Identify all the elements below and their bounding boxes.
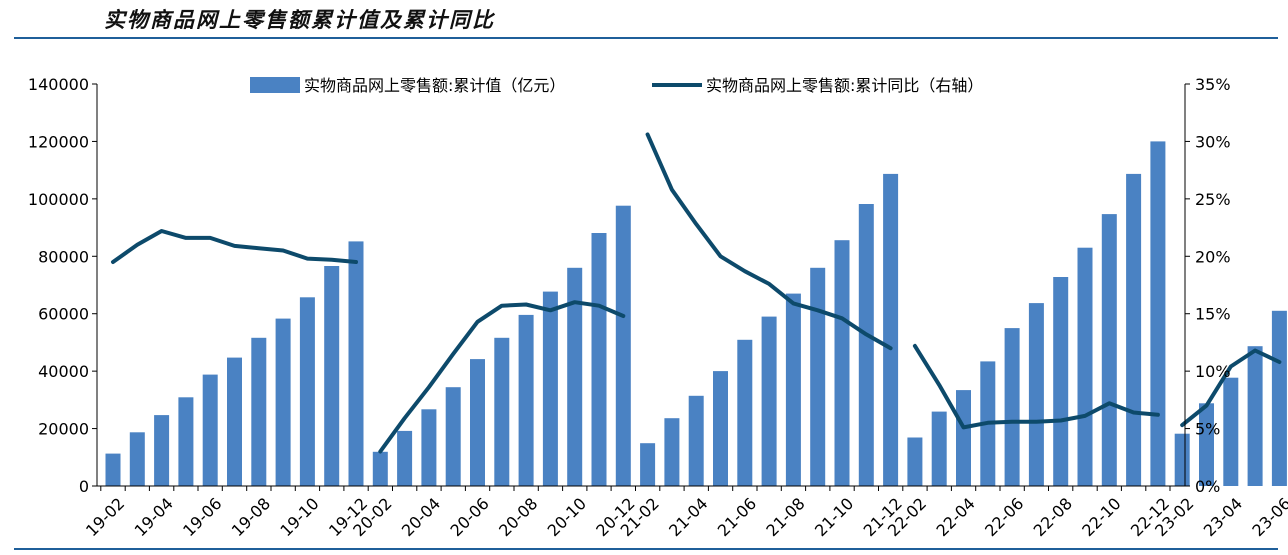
bar-20-07 xyxy=(494,337,510,486)
y-left-tick-label: 0 xyxy=(79,477,89,496)
bar-19-11 xyxy=(324,266,340,486)
y-right-tick-label: 15% xyxy=(1195,305,1231,324)
bar-series xyxy=(105,141,1287,486)
bar-20-02 xyxy=(372,451,388,486)
bar-20-03 xyxy=(397,430,413,486)
x-tick-label: 21-10 xyxy=(811,494,857,540)
y-left-tick-label: 80000 xyxy=(38,247,89,266)
y-right-tick-label: 35% xyxy=(1195,75,1231,94)
bar-19-03 xyxy=(129,432,145,486)
line-segment-2 xyxy=(645,132,893,351)
bar-22-04 xyxy=(956,390,971,486)
y-left-tick-label: 20000 xyxy=(38,420,89,439)
bar-22-11 xyxy=(1126,173,1142,486)
bar-22-07 xyxy=(1028,303,1044,486)
bar-19-12 xyxy=(348,241,364,486)
bar-20-05 xyxy=(445,387,461,486)
bar-22-03 xyxy=(931,411,947,486)
x-tick-label: 19-04 xyxy=(131,494,177,540)
bar-20-08 xyxy=(518,314,534,486)
y-left-tick-label: 100000 xyxy=(28,190,89,209)
footer-rule xyxy=(14,548,1278,550)
bar-21-06 xyxy=(737,339,753,486)
y-right-tick-label: 0% xyxy=(1195,477,1220,496)
bar-20-10 xyxy=(567,267,583,486)
y-left-tick-label: 120000 xyxy=(28,132,89,151)
legend: 实物商品网上零售额:累计值（亿元） 实物商品网上零售额:累计同比（右轴） xyxy=(250,76,983,95)
x-tick-label: 19-06 xyxy=(179,494,225,540)
bar-20-06 xyxy=(470,359,485,486)
line-segment-3 xyxy=(912,343,1160,430)
x-tick-label: 23-04 xyxy=(1200,494,1246,540)
bar-22-06 xyxy=(1004,328,1020,486)
legend-line-label: 实物商品网上零售额:累计同比（右轴） xyxy=(706,76,983,95)
y-left-tick-label: 140000 xyxy=(28,75,89,94)
x-tick-label: 22-04 xyxy=(932,494,978,540)
x-tick-label: 19-10 xyxy=(276,494,322,540)
y-right-tick-label: 5% xyxy=(1195,420,1220,439)
y-right-tick-label: 25% xyxy=(1195,190,1231,209)
x-tick-label: 20-06 xyxy=(446,494,492,540)
line-series xyxy=(111,132,1282,454)
y-left-tick-label: 40000 xyxy=(38,362,89,381)
bar-22-10 xyxy=(1101,214,1117,486)
x-tick-label: 19-08 xyxy=(228,494,274,540)
bar-23-04 xyxy=(1223,377,1239,486)
bar-21-08 xyxy=(785,293,801,486)
bar-19-07 xyxy=(227,357,242,486)
x-tick-label: 22-08 xyxy=(1030,494,1076,540)
bar-19-06 xyxy=(202,374,218,486)
bar-23-05 xyxy=(1247,346,1263,486)
y-right-tick-label: 30% xyxy=(1195,132,1231,151)
bar-19-10 xyxy=(299,297,315,486)
bar-22-02 xyxy=(907,437,923,486)
bar-21-11 xyxy=(858,204,874,486)
line-segment-0 xyxy=(111,229,358,264)
legend-bar-swatch xyxy=(250,77,300,93)
x-tick-label: 20-10 xyxy=(544,494,590,540)
x-tick-label: 23-06 xyxy=(1248,494,1288,540)
x-tick-label: 21-04 xyxy=(665,494,711,540)
bar-21-10 xyxy=(834,240,850,486)
legend-bar-label: 实物商品网上零售额:累计值（亿元） xyxy=(304,76,565,95)
bar-22-09 xyxy=(1077,247,1093,486)
bar-22-08 xyxy=(1053,277,1069,486)
bar-21-03 xyxy=(664,418,680,486)
bar-19-05 xyxy=(178,397,194,486)
header-rule xyxy=(14,37,1278,39)
y-left-tick-label: 60000 xyxy=(38,305,89,324)
bar-19-09 xyxy=(275,318,291,486)
bar-20-04 xyxy=(421,409,437,486)
bar-19-02 xyxy=(105,453,121,486)
x-tick-label: 20-08 xyxy=(495,494,541,540)
bar-21-09 xyxy=(810,267,826,486)
x-tick-label: 21-06 xyxy=(714,494,760,540)
x-tick-label: 19-02 xyxy=(82,494,128,540)
bar-19-04 xyxy=(154,415,170,486)
bar-22-12 xyxy=(1150,141,1166,486)
line-segment-1 xyxy=(378,300,626,454)
y-right-tick-label: 20% xyxy=(1195,247,1231,266)
page-title: 实物商品网上零售额累计值及累计同比 xyxy=(104,7,495,32)
line-segment-4 xyxy=(1180,348,1282,428)
bar-21-04 xyxy=(688,395,704,486)
bar-21-12 xyxy=(883,173,899,486)
x-tick-label: 22-10 xyxy=(1078,494,1124,540)
x-tick-label: 21-08 xyxy=(762,494,808,540)
x-tick-label: 20-04 xyxy=(398,494,444,540)
y-right-tick-label: 10% xyxy=(1195,362,1231,381)
bar-19-08 xyxy=(251,337,267,486)
bar-21-02 xyxy=(640,443,656,486)
bar-23-06 xyxy=(1271,310,1287,486)
bar-20-09 xyxy=(542,291,558,486)
bar-23-02 xyxy=(1174,433,1190,486)
bar-20-12 xyxy=(615,205,631,486)
x-tick-label: 22-06 xyxy=(981,494,1027,540)
bar-23-03 xyxy=(1199,403,1214,486)
bar-21-07 xyxy=(761,316,777,486)
bar-20-11 xyxy=(591,233,607,486)
bar-21-05 xyxy=(713,371,728,486)
